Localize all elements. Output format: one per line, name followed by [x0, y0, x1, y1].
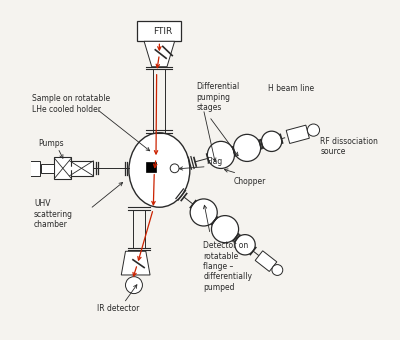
Bar — [137, 21, 181, 41]
Text: Chopper: Chopper — [234, 177, 266, 186]
Bar — [41, 164, 54, 172]
Circle shape — [207, 141, 234, 168]
Text: Pumps: Pumps — [38, 139, 64, 148]
Text: Sample on rotatable
LHe cooled holder: Sample on rotatable LHe cooled holder — [32, 94, 110, 114]
Circle shape — [235, 235, 255, 255]
Text: Detector on
rotatable
flange –
differentially
pumped: Detector on rotatable flange – different… — [203, 241, 252, 292]
Text: UHV
scattering
chamber: UHV scattering chamber — [34, 199, 73, 229]
Bar — [146, 162, 156, 172]
Polygon shape — [286, 125, 309, 143]
Circle shape — [307, 124, 320, 136]
Polygon shape — [144, 41, 175, 67]
Circle shape — [262, 131, 282, 152]
Text: FTIR: FTIR — [153, 27, 172, 36]
Bar — [54, 157, 71, 179]
Ellipse shape — [129, 133, 190, 207]
Circle shape — [190, 199, 217, 226]
Circle shape — [212, 216, 238, 243]
Text: Flag: Flag — [206, 157, 222, 166]
Bar — [70, 161, 93, 176]
Text: H beam line: H beam line — [268, 84, 314, 93]
Text: Differential
pumping
stages: Differential pumping stages — [197, 82, 240, 112]
Circle shape — [126, 277, 142, 294]
Text: RF dissociation
source: RF dissociation source — [320, 137, 378, 156]
Circle shape — [234, 134, 261, 162]
Circle shape — [272, 265, 283, 275]
Circle shape — [170, 164, 179, 173]
Bar — [27, 161, 40, 176]
Text: IR detector: IR detector — [97, 304, 139, 313]
Polygon shape — [121, 251, 150, 275]
Polygon shape — [255, 251, 277, 271]
